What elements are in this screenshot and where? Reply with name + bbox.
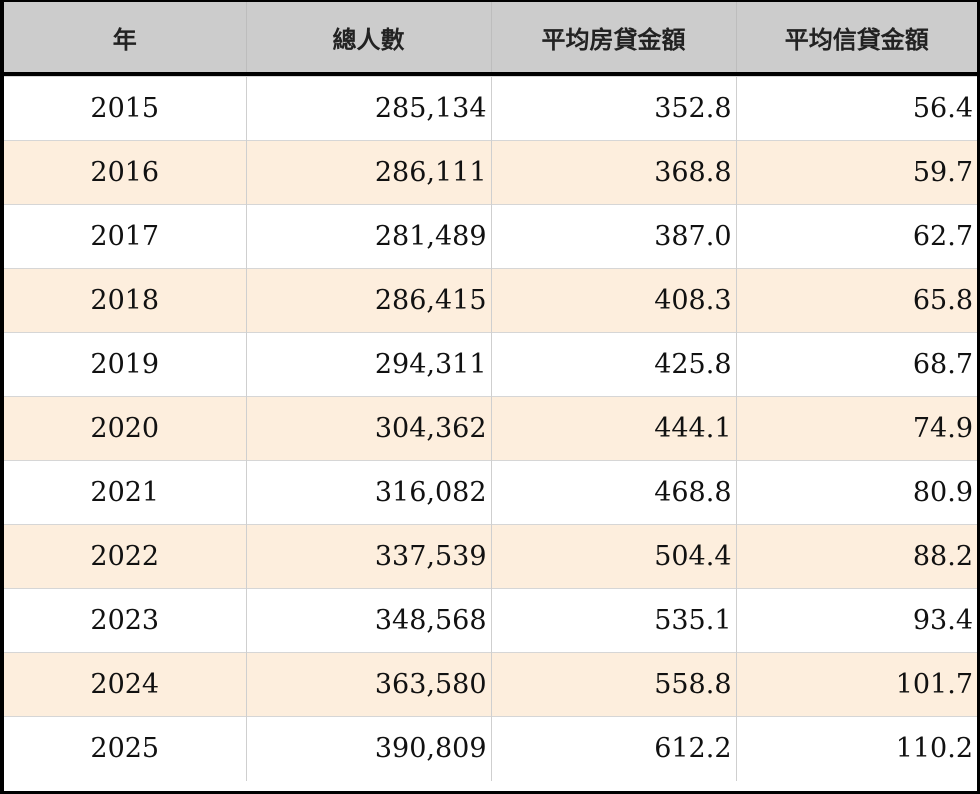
cell-year: 2024 [4, 652, 246, 717]
cell-avg-credit-loan: 56.4 [735, 76, 977, 141]
cell-avg-mortgage: 535.1 [490, 588, 736, 653]
cell-total-people: 390,809 [245, 716, 491, 781]
cell-avg-mortgage: 504.4 [490, 524, 736, 589]
cell-avg-credit-loan: 101.7 [735, 652, 977, 717]
table-row: 2021 316,082 468.8 80.9 [4, 460, 977, 525]
cell-avg-mortgage: 558.8 [490, 652, 736, 717]
cell-year: 2020 [4, 396, 246, 461]
cell-total-people: 285,134 [245, 76, 491, 141]
table-row: 2015 285,134 352.8 56.4 [4, 76, 977, 141]
table-row: 2024 363,580 558.8 101.7 [4, 652, 977, 717]
cell-year: 2022 [4, 524, 246, 589]
cell-avg-credit-loan: 59.7 [735, 140, 977, 205]
cell-total-people: 294,311 [245, 332, 491, 397]
cell-year: 2021 [4, 460, 246, 525]
data-table: 年 總人數 平均房貸金額 平均信貸金額 2015 285,134 352.8 56.4… [4, 2, 977, 781]
cell-year: 2016 [4, 140, 246, 205]
cell-avg-mortgage: 352.8 [490, 76, 736, 141]
cell-total-people: 363,580 [245, 652, 491, 717]
cell-year: 2019 [4, 332, 246, 397]
cell-year: 2025 [4, 716, 246, 781]
cell-year: 2017 [4, 204, 246, 269]
cell-avg-credit-loan: 88.2 [735, 524, 977, 589]
table-row: 2017 281,489 387.0 62.7 [4, 204, 977, 269]
cell-avg-mortgage: 408.3 [490, 268, 736, 333]
table-row: 2023 348,568 535.1 93.4 [4, 588, 977, 653]
table-header: 年 總人數 平均房貸金額 平均信貸金額 [4, 2, 977, 72]
cell-year: 2023 [4, 588, 246, 653]
cell-avg-mortgage: 612.2 [490, 716, 736, 781]
cell-total-people: 286,415 [245, 268, 491, 333]
table-body: 2015 285,134 352.8 56.4 2016 286,111 368.8 59.7… [4, 72, 977, 781]
cell-total-people: 316,082 [245, 460, 491, 525]
cell-avg-credit-loan: 62.7 [735, 204, 977, 269]
table-row: 2016 286,111 368.8 59.7 [4, 140, 977, 205]
cell-year: 2015 [4, 76, 246, 141]
header-row: 年 總人數 平均房貸金額 平均信貸金額 [4, 2, 977, 72]
cell-avg-credit-loan: 80.9 [735, 460, 977, 525]
header-avg-mortgage: 平均房貸金額 [490, 2, 736, 72]
cell-total-people: 286,111 [245, 140, 491, 205]
cell-total-people: 304,362 [245, 396, 491, 461]
cell-avg-mortgage: 444.1 [490, 396, 736, 461]
cell-avg-mortgage: 468.8 [490, 460, 736, 525]
cell-avg-credit-loan: 65.8 [735, 268, 977, 333]
cell-avg-mortgage: 368.8 [490, 140, 736, 205]
table-row: 2022 337,539 504.4 88.2 [4, 524, 977, 589]
header-avg-credit-loan: 平均信貸金額 [735, 2, 977, 72]
cell-avg-mortgage: 387.0 [490, 204, 736, 269]
table-row: 2025 390,809 612.2 110.2 [4, 716, 977, 781]
header-total-people: 總人數 [245, 2, 491, 72]
header-year: 年 [112, 25, 137, 54]
cell-avg-credit-loan: 93.4 [735, 588, 977, 653]
table-row: 2020 304,362 444.1 74.9 [4, 396, 977, 461]
cell-avg-credit-loan: 74.9 [735, 396, 977, 461]
table-row: 2019 294,311 425.8 68.7 [4, 332, 977, 397]
table-row: 2018 286,415 408.3 65.8 [4, 268, 977, 333]
cell-avg-credit-loan: 110.2 [735, 716, 977, 781]
header-separator [4, 72, 977, 77]
cell-total-people: 337,539 [245, 524, 491, 589]
cell-total-people: 348,568 [245, 588, 491, 653]
cell-avg-mortgage: 425.8 [490, 332, 736, 397]
cell-avg-credit-loan: 68.7 [735, 332, 977, 397]
cell-total-people: 281,489 [245, 204, 491, 269]
cell-year: 2018 [4, 268, 246, 333]
